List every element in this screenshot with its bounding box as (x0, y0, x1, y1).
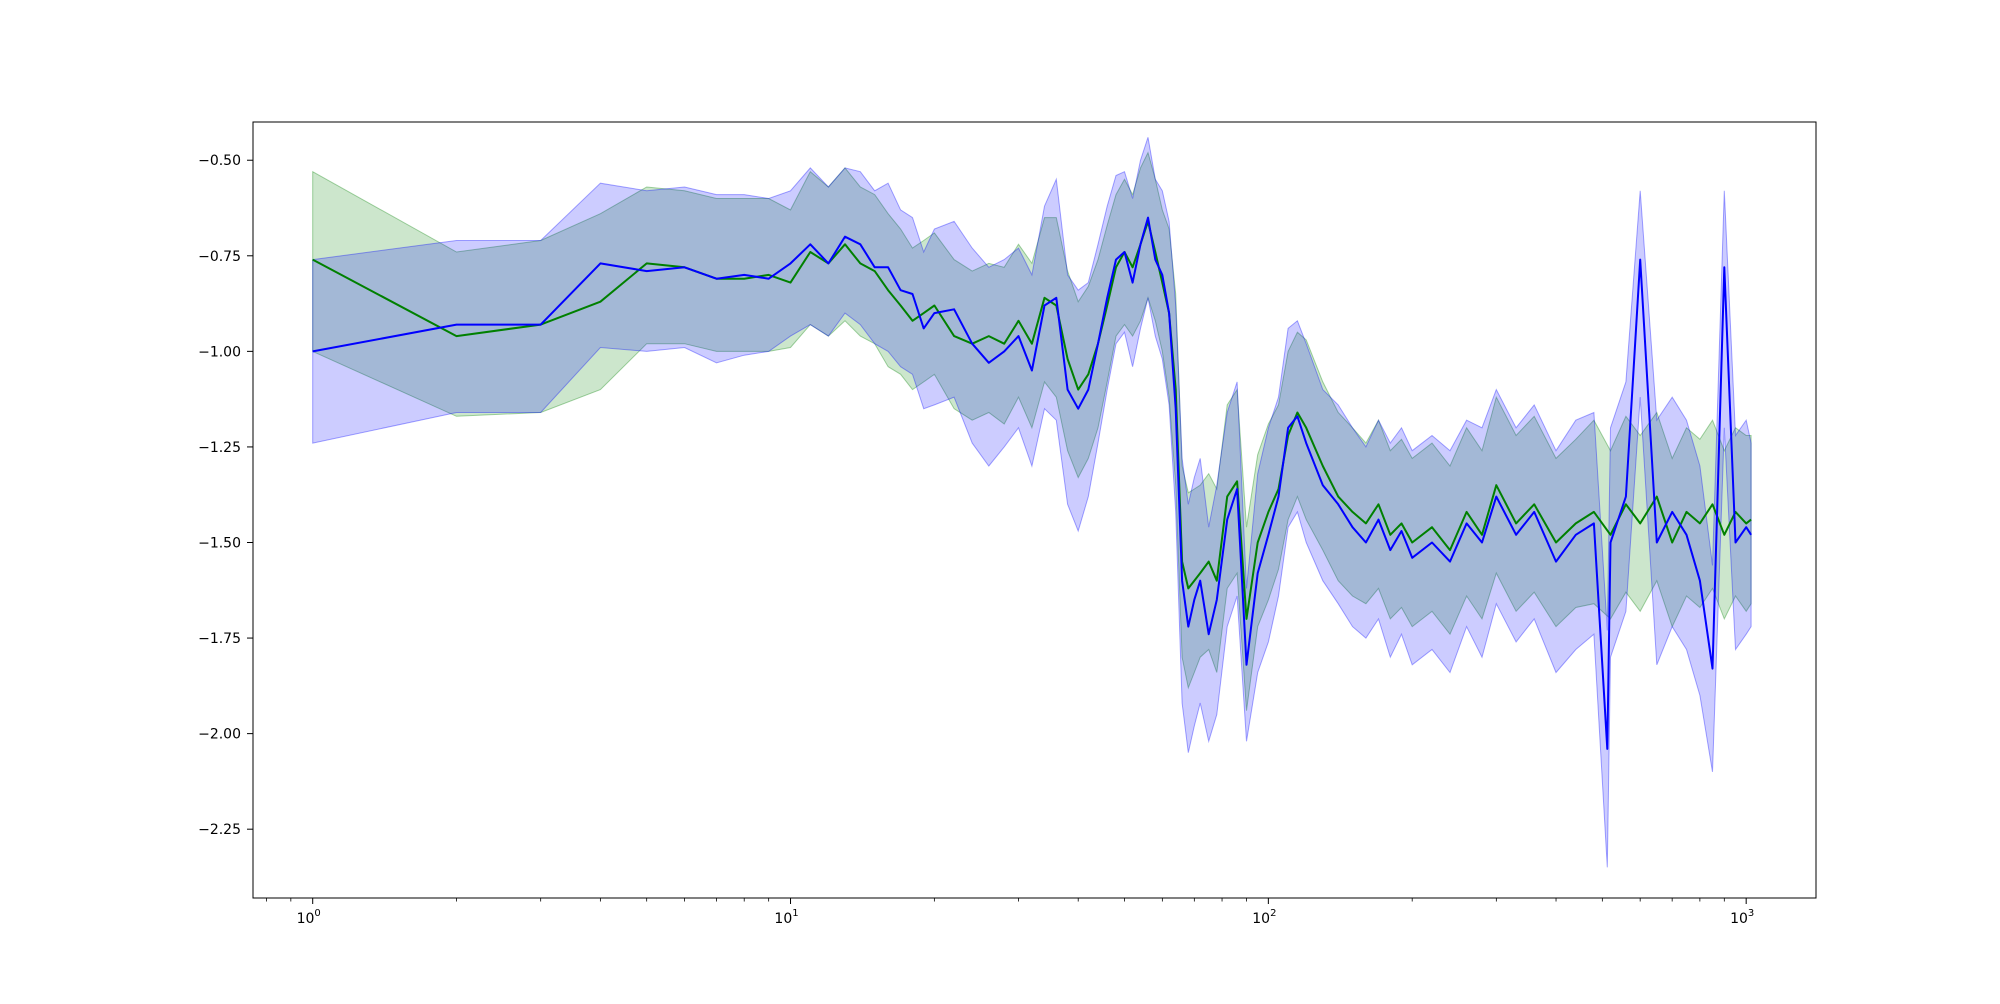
x-tick-label: 100 (297, 908, 321, 927)
y-tick-label: −0.75 (198, 249, 241, 265)
series-line-0 (312, 220, 1752, 620)
x-tick-exponent: 3 (1748, 908, 1754, 919)
confidence-band-1 (312, 137, 1752, 868)
y-tick-label: −2.00 (198, 727, 241, 743)
y-tick-label: −1.00 (198, 344, 241, 360)
y-tick-label: −1.50 (198, 535, 241, 551)
x-tick-exponent: 2 (1270, 908, 1276, 919)
confidence-bands (312, 137, 1752, 868)
x-tick-label: 102 (1252, 908, 1276, 927)
y-tick-label: −1.25 (198, 440, 241, 456)
x-tick-label: 101 (774, 908, 798, 927)
y-tick-label: −0.50 (198, 153, 241, 169)
y-tick-label: −2.25 (198, 822, 241, 838)
x-tick-exponent: 1 (792, 908, 798, 919)
series-lines (312, 216, 1752, 750)
series-line-1 (312, 216, 1752, 750)
confidence-band-0 (312, 151, 1752, 711)
y-tick-label: −1.75 (198, 631, 241, 647)
x-tick-exponent: 0 (314, 908, 320, 919)
plot-frame (252, 121, 1817, 899)
x-tick-label: 103 (1730, 908, 1754, 927)
